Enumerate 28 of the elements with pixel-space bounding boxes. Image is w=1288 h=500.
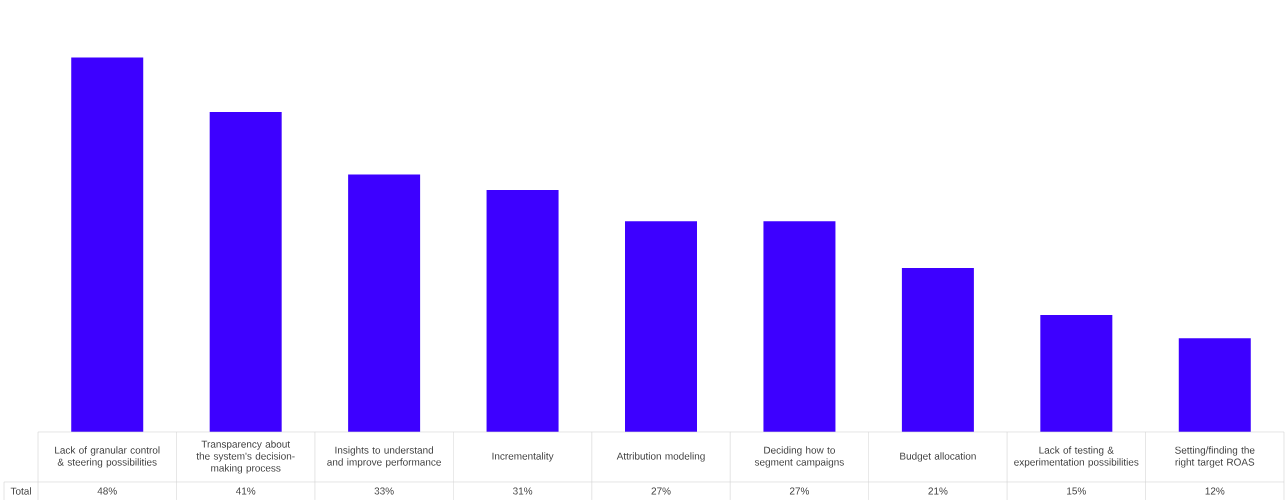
data-label: 31% xyxy=(513,487,533,495)
bar xyxy=(625,221,697,432)
x-tick-label: Incrementality xyxy=(492,452,554,462)
x-tick-label: Setting/finding the right target ROAS xyxy=(1175,446,1255,468)
x-tick-label: Transparency about the system's decision-making process xyxy=(196,440,295,474)
bar xyxy=(901,267,974,432)
data-label: 27% xyxy=(651,487,671,495)
data-label: 41% xyxy=(235,487,256,495)
x-tick-label: Deciding how to segment campaigns xyxy=(754,446,844,468)
data-label: 48% xyxy=(97,487,117,495)
bar xyxy=(209,111,282,432)
x-tick-label: Lack of testing & experimentation possibilities xyxy=(1014,446,1139,468)
text: Total xyxy=(10,487,31,495)
bar xyxy=(1040,314,1113,432)
x-tick-label: Insights to understand and improve performance xyxy=(327,446,441,468)
bar xyxy=(348,174,421,432)
data-label: 12% xyxy=(1205,487,1225,495)
bar xyxy=(763,221,836,432)
x-tick-label: Budget allocation xyxy=(900,452,976,462)
data-label: 27% xyxy=(789,487,810,495)
data-label: 15% xyxy=(1067,487,1086,495)
bar xyxy=(71,57,144,432)
data-label: 21% xyxy=(928,487,948,495)
bar xyxy=(1178,338,1251,432)
x-tick-label: Lack of granular control & steering possibilities xyxy=(55,446,160,468)
data-label: 33% xyxy=(374,487,394,495)
bar xyxy=(486,189,559,432)
x-tick-label: Attribution modeling xyxy=(616,452,705,462)
